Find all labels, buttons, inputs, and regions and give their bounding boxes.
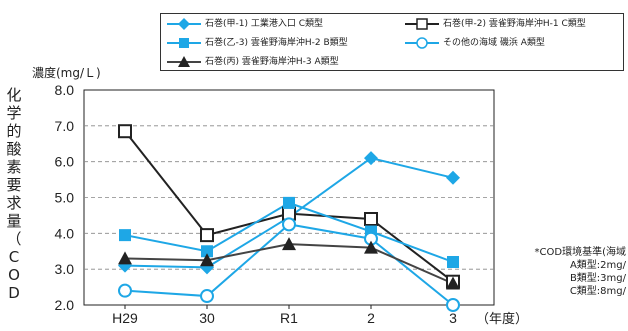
y-axis-title: 化 学 的 酸 素 要 求 量 （ C O D — [6, 86, 22, 302]
y-title-char: 酸 — [6, 140, 22, 158]
y-tick-label: 5.0 — [55, 190, 75, 206]
y-title-char: 的 — [6, 122, 22, 140]
data-point-triangle — [364, 240, 378, 254]
legend-label: 石巻(甲-1) 工業港入口 C類型 — [205, 19, 324, 29]
data-point-square — [118, 124, 132, 139]
series-line — [124, 223, 454, 306]
y-title-char: 学 — [6, 104, 22, 122]
cod-standard-note: *COD環境基準(海域 A類型:2mg/ B類型:3mg/ C類型:8mg/ — [500, 246, 626, 298]
y-title-char: （ — [6, 230, 22, 248]
y-tick-label: 4.0 — [55, 225, 75, 241]
legend-label: 石巻(乙-3) 雲雀野海岸沖H-2 B類型 — [205, 38, 348, 48]
data-point-square — [201, 245, 213, 258]
data-point-triangle — [118, 251, 132, 265]
legend-marker-triangle — [167, 56, 201, 67]
legend-label: 石巻(丙) 雲雀野海岸沖H-3 A類型 — [205, 57, 339, 67]
data-point-square — [447, 256, 459, 268]
y-title-char: 要 — [6, 176, 22, 194]
x-tick-label: H29 — [112, 310, 138, 326]
data-point-square — [283, 196, 295, 209]
note-line: B類型:3mg/ — [569, 273, 626, 284]
y-tick-label: 7.0 — [55, 118, 75, 134]
y-title-char: 化 — [6, 86, 22, 104]
y-tick-label: 2.0 — [55, 297, 75, 313]
data-point-diamond — [364, 151, 378, 166]
legend: 石巻(甲-1) 工業港入口 C類型 石巻(乙-3) 雲雀野海岸沖H-2 B類型 … — [160, 13, 624, 71]
data-point-square — [119, 229, 131, 242]
data-point-circle — [282, 217, 296, 232]
x-tick-label: R1 — [280, 310, 298, 326]
y-tick-label: 3.0 — [55, 261, 75, 277]
legend-marker-square — [167, 38, 201, 48]
y-title-char: D — [8, 284, 20, 302]
data-point-diamond — [446, 170, 460, 185]
y-title-char: O — [8, 266, 20, 284]
y-tick-label: 6.0 — [55, 154, 75, 170]
data-point-triangle — [200, 253, 214, 267]
data-point-square — [364, 212, 378, 226]
data-point-triangle — [282, 237, 296, 251]
legend-marker-circle-open — [405, 37, 439, 49]
legend-marker-square-open — [405, 18, 439, 30]
x-tick-label: 3 — [449, 310, 457, 326]
y-title-char: 求 — [6, 194, 22, 212]
data-point-square — [200, 228, 214, 243]
legend-label: その他の海域 磯浜 A類型 — [443, 38, 545, 48]
x-axis-label: （年度） — [476, 311, 528, 327]
legend-label: 石巻(甲-2) 雲雀野海岸沖H-1 C類型 — [443, 19, 586, 29]
data-point-circle — [446, 298, 460, 312]
unit-label: 濃度(mg/Ｌ) — [32, 66, 101, 80]
note-line: A類型:2mg/ — [569, 260, 626, 271]
legend-marker-diamond — [167, 18, 201, 30]
data-point-triangle — [446, 276, 460, 290]
data-point-circle — [200, 289, 214, 304]
y-title-char: 量 — [6, 212, 22, 230]
note-line: *COD環境基準(海域 — [534, 247, 626, 258]
note-line: C類型:8mg/ — [569, 286, 626, 297]
y-title-char: C — [8, 248, 20, 266]
x-tick-label: 2 — [367, 310, 375, 326]
y-title-char: 素 — [6, 158, 22, 176]
y-tick-label: 8.0 — [55, 82, 75, 98]
x-tick-label: 30 — [199, 310, 215, 326]
data-point-circle — [118, 283, 132, 298]
